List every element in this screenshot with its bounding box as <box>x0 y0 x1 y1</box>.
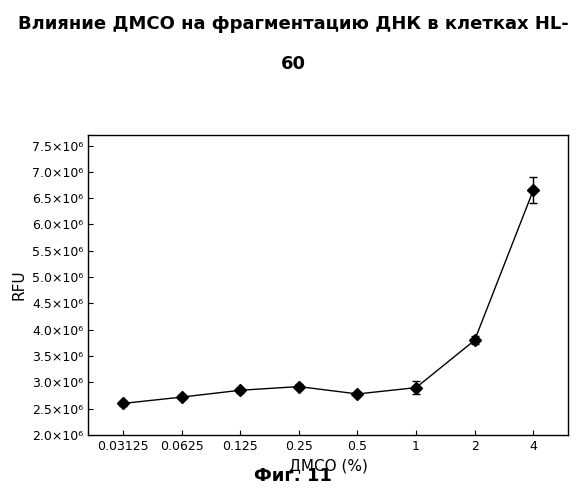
Text: Влияние ДМСО на фрагментацию ДНК в клетках HL-: Влияние ДМСО на фрагментацию ДНК в клетк… <box>18 15 568 33</box>
Y-axis label: RFU: RFU <box>11 270 26 300</box>
Text: 60: 60 <box>281 55 305 73</box>
Text: Фиг. 11: Фиг. 11 <box>254 467 332 485</box>
X-axis label: ДМСО (%): ДМСО (%) <box>289 458 367 473</box>
